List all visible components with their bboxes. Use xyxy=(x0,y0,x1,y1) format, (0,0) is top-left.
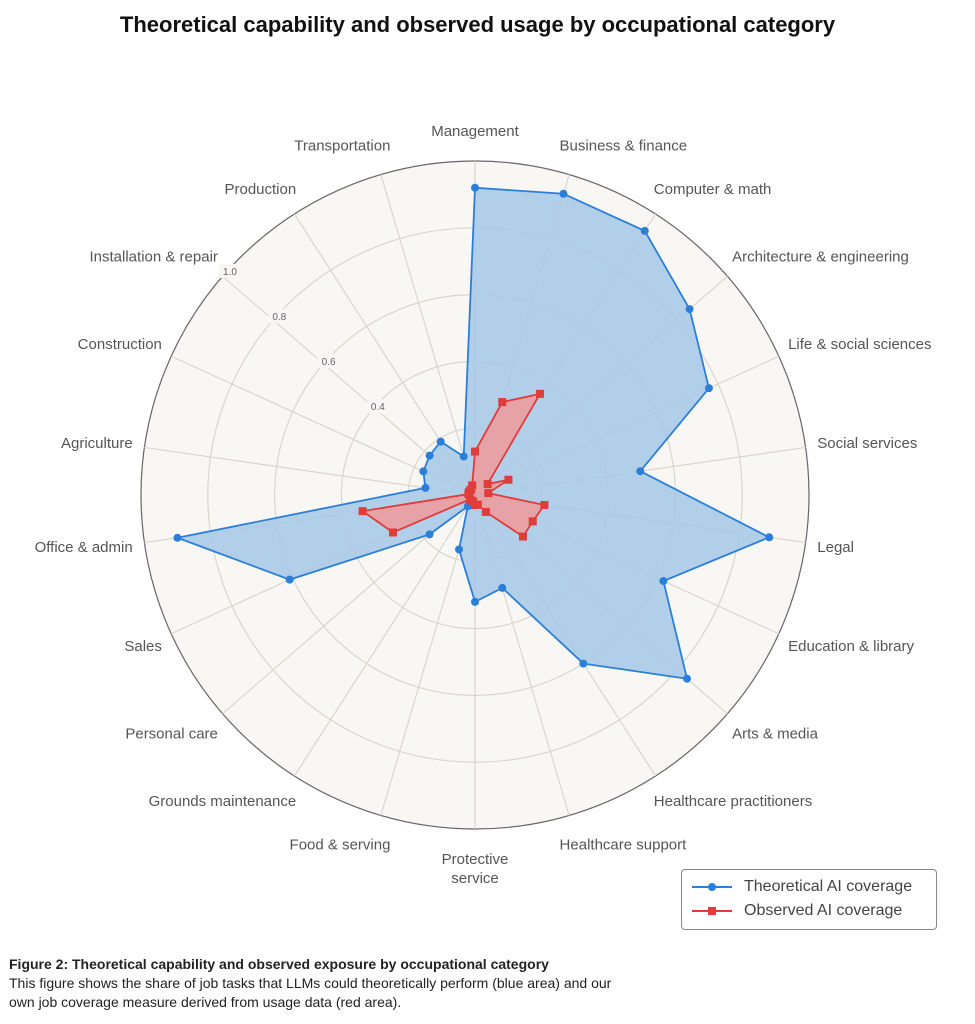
category-label: Life & social sciences xyxy=(788,336,931,353)
data-point xyxy=(559,189,568,198)
category-label: Food & serving xyxy=(290,836,391,853)
radar-chart: 0.4 0.6 0.8 1.0 Management Business & finance… xyxy=(35,123,932,887)
category-label: Construction xyxy=(78,336,162,353)
data-point xyxy=(419,467,428,476)
category-label: Healthcare support xyxy=(560,836,688,853)
category-label: Sales xyxy=(124,638,162,655)
tick-label-bg xyxy=(366,399,389,414)
radial-tick-label: 0.8 xyxy=(272,312,286,323)
data-point xyxy=(504,475,513,484)
legend-item-theoretical: Theoretical AI coverage xyxy=(690,876,912,898)
data-point xyxy=(579,659,588,668)
legend-label: Theoretical AI coverage xyxy=(744,878,913,895)
category-label: Transportation xyxy=(294,138,390,155)
category-label: Healthcare practitioners xyxy=(654,793,812,810)
data-point xyxy=(481,507,490,516)
caption-text: This figure shows the share of job tasks… xyxy=(9,975,612,1010)
data-point xyxy=(518,532,527,541)
grid-spoke xyxy=(380,174,476,496)
figure-caption: Figure 2: Theoretical capability and obs… xyxy=(9,955,629,1012)
data-point xyxy=(483,480,492,489)
data-point xyxy=(455,545,464,554)
data-point xyxy=(659,577,668,586)
data-point xyxy=(425,451,434,460)
category-label: Installation & repair xyxy=(90,249,218,266)
chart-title: Theoretical capability and observed usag… xyxy=(119,12,836,37)
grid-spoke xyxy=(144,446,476,496)
data-point xyxy=(683,674,692,683)
data-point xyxy=(471,183,479,192)
data-point xyxy=(436,437,445,446)
category-label: Agriculture xyxy=(61,435,133,452)
data-point xyxy=(358,507,367,516)
legend-marker-circle-icon xyxy=(692,883,732,891)
data-point xyxy=(465,495,474,504)
data-point xyxy=(285,575,294,584)
grid-spoke xyxy=(293,494,476,777)
data-point xyxy=(685,305,694,314)
data-point xyxy=(540,500,549,509)
category-label: Business & finance xyxy=(560,138,688,155)
radial-tick-label: 0.6 xyxy=(322,357,336,368)
data-point xyxy=(528,517,537,526)
category-label: Office & admin xyxy=(35,539,133,556)
radial-tick-label: 1.0 xyxy=(223,267,237,278)
tick-label-bg xyxy=(219,263,242,278)
data-point xyxy=(498,583,507,592)
data-point xyxy=(498,398,507,407)
category-label: Management xyxy=(431,123,519,140)
legend-label: Observed AI coverage xyxy=(744,902,903,919)
data-point xyxy=(484,489,493,498)
category-label: Production xyxy=(224,181,296,198)
legend-item-observed: Observed AI coverage xyxy=(690,900,902,922)
tick-label-bg xyxy=(317,354,340,369)
data-point xyxy=(388,528,397,537)
radial-tick-label: 0.4 xyxy=(371,402,385,413)
category-label: Grounds maintenance xyxy=(149,793,297,810)
data-point xyxy=(425,530,434,539)
data-point xyxy=(636,467,645,476)
legend-marker-square-icon xyxy=(692,907,732,915)
data-point xyxy=(704,384,713,393)
category-label: Protective service xyxy=(442,851,509,887)
data-point xyxy=(640,226,649,235)
category-label: Computer & math xyxy=(654,181,772,198)
data-point xyxy=(471,597,479,606)
category-label: Social services xyxy=(817,435,917,452)
category-label: Education & library xyxy=(788,638,914,655)
category-label: Legal xyxy=(817,539,854,556)
data-point xyxy=(468,481,477,490)
category-label: Arts & media xyxy=(732,725,819,742)
data-point xyxy=(471,447,479,456)
data-point xyxy=(173,533,182,542)
data-point xyxy=(421,483,430,492)
category-label: Architecture & engineering xyxy=(732,249,909,266)
tick-label-bg xyxy=(268,309,291,324)
category-label: Personal care xyxy=(125,725,218,742)
data-point xyxy=(765,533,774,542)
legend: Theoretical AI coverage Observed AI cove… xyxy=(681,869,937,930)
caption-heading: Figure 2: Theoretical capability and obs… xyxy=(9,956,549,972)
data-point xyxy=(536,389,545,398)
data-point xyxy=(459,452,468,461)
